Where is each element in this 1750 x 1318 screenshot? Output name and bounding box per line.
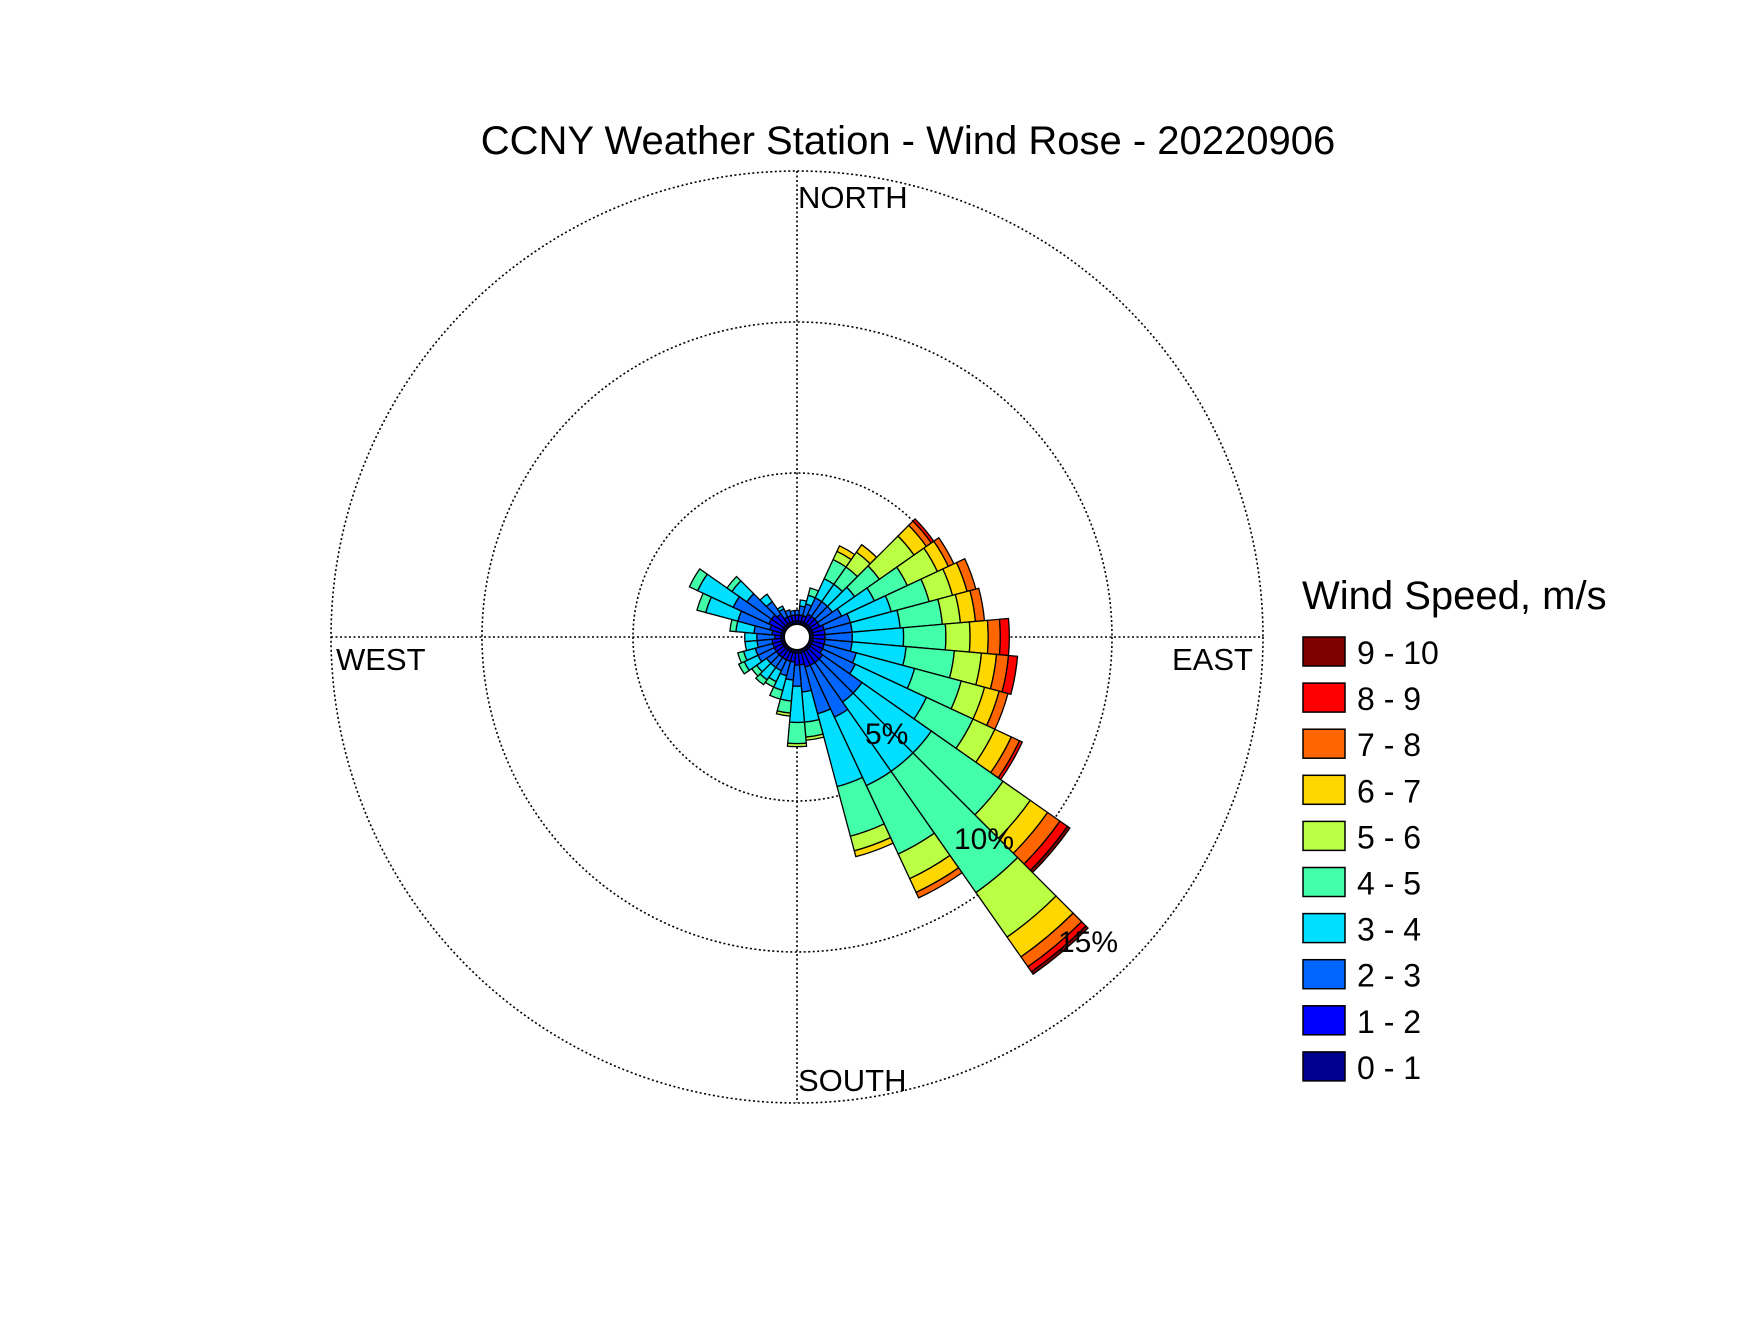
direction-label-west: WEST	[336, 642, 426, 677]
legend-swatch-5-6	[1302, 820, 1346, 852]
ring-label-10: 10%	[954, 823, 1014, 856]
polar-labels: NORTH EAST SOUTH WEST 5% 10% 15%	[336, 180, 1253, 1098]
direction-label-south: SOUTH	[798, 1063, 907, 1098]
legend-label-2-3: 2 - 3	[1357, 958, 1421, 994]
legend-label-0-1: 0 - 1	[1357, 1050, 1421, 1086]
sector-90-speed-bin-4-5	[902, 623, 947, 651]
legend-swatch-2-3	[1302, 958, 1346, 990]
legend-title: Wind Speed, m/s	[1302, 574, 1607, 618]
legend-swatch-0-1	[1302, 1051, 1346, 1082]
legend-label-3-4: 3 - 4	[1357, 912, 1421, 948]
legend-label-6-7: 6 - 7	[1357, 773, 1421, 809]
sector-200-speed-bin-4-5	[768, 686, 784, 700]
sector-310-speed-bin-4-5	[726, 575, 742, 593]
legend-swatch-3-4	[1302, 912, 1346, 944]
legend-label-7-8: 7 - 8	[1357, 727, 1421, 763]
sector-240-speed-bin-4-5	[737, 660, 751, 675]
legend: Wind Speed, m/s 9 - 10 8 - 9 7 - 8 6 - 7 5 -…	[1302, 574, 1607, 1086]
direction-label-north: NORTH	[798, 180, 908, 215]
legend-label-9-10: 9 - 10	[1357, 635, 1439, 671]
sector-180-speed-bin-5-6	[786, 742, 808, 748]
direction-label-east: EAST	[1172, 642, 1253, 677]
sector-220-speed-bin-4-5	[754, 673, 768, 686]
sector-300-speed-bin-4-5	[688, 568, 709, 592]
legend-swatch-4-5	[1302, 866, 1346, 898]
ring-label-15: 15%	[1058, 926, 1118, 959]
calm-center-circle	[783, 623, 811, 651]
legend-label-4-5: 4 - 5	[1357, 866, 1421, 902]
sector-180-speed-bin-4-5	[787, 721, 807, 745]
sector-90-speed-bin-6-7	[968, 619, 989, 655]
sector-190-speed-bin-5-6	[775, 710, 792, 717]
chart-title: CCNY Weather Station - Wind Rose - 20220…	[481, 119, 1336, 163]
sector-330-speed-bin-3-4	[776, 605, 785, 613]
sector-160-speed-bin-6-7	[853, 836, 894, 858]
sector-90-speed-bin-7-8	[986, 618, 1001, 656]
legend-swatch-9-10	[1302, 636, 1346, 667]
wind-sectors	[688, 517, 1089, 976]
legend-items: 9 - 10 8 - 9 7 - 8 6 - 7 5 - 6 4 - 5 3 - 4 2 - …	[1302, 635, 1439, 1086]
grid-ring-10	[481, 321, 1113, 953]
legend-label-5-6: 5 - 6	[1357, 819, 1421, 855]
sector-320-speed-bin-3-4	[759, 593, 774, 608]
sector-100-speed-bin-8-9	[1001, 654, 1019, 696]
legend-swatch-1-2	[1302, 1005, 1346, 1036]
ring-label-5: 5%	[865, 718, 908, 751]
sector-90-speed-bin-5-6	[944, 621, 971, 653]
sector-150-speed-bin-7-8	[915, 866, 963, 899]
legend-swatch-7-8	[1302, 728, 1346, 759]
legend-swatch-6-7	[1302, 774, 1346, 806]
sector-250-speed-bin-4-5	[736, 650, 748, 664]
legend-swatch-8-9	[1302, 682, 1346, 713]
sector-90-speed-bin-8-9	[998, 617, 1010, 657]
legend-label-8-9: 8 - 9	[1357, 681, 1421, 717]
sector-350-speed-bin-2-3	[789, 609, 796, 617]
sector-140-speed-bin-9-10	[1030, 925, 1089, 976]
legend-label-1-2: 1 - 2	[1357, 1004, 1421, 1040]
